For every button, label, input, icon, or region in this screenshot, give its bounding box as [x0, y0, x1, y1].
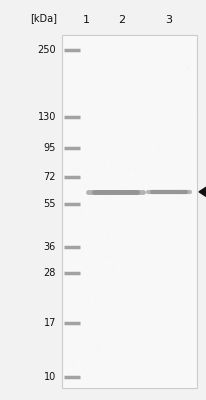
Text: [kDa]: [kDa] — [30, 13, 57, 23]
Text: 3: 3 — [165, 15, 172, 25]
Text: 28: 28 — [43, 268, 56, 278]
Text: 55: 55 — [43, 199, 56, 209]
Text: 36: 36 — [43, 242, 56, 252]
Text: 1: 1 — [82, 15, 89, 25]
Text: 2: 2 — [118, 15, 125, 25]
Polygon shape — [198, 183, 206, 201]
Text: 10: 10 — [43, 372, 56, 382]
Text: 72: 72 — [43, 172, 56, 182]
Text: 17: 17 — [43, 318, 56, 328]
Text: 95: 95 — [43, 144, 56, 154]
Text: 250: 250 — [37, 45, 56, 55]
Bar — [62, 35, 196, 388]
Text: 130: 130 — [37, 112, 56, 122]
